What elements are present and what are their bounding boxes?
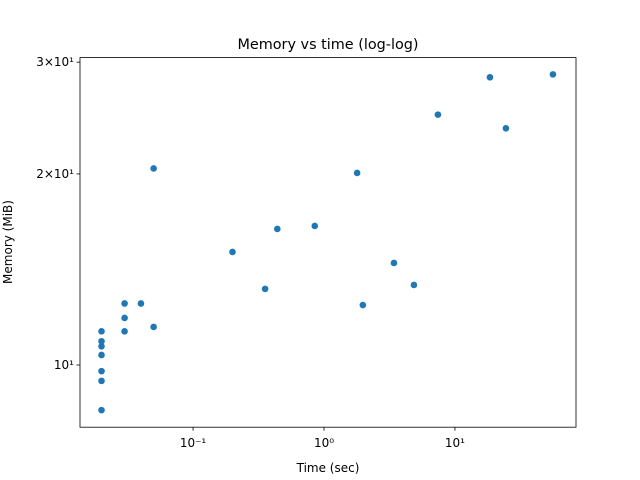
point [121,314,128,322]
point [98,328,105,335]
chart-title: Memory vs time (log-log) [237,37,418,53]
point [121,300,128,307]
point [359,301,367,309]
plot-area [98,71,557,414]
point [150,323,157,331]
point [502,125,510,132]
point [98,337,105,345]
x-tick-label: 10¹ [445,436,465,450]
x-tick-label: 10⁰ [314,436,334,450]
point [390,259,398,267]
point [98,406,105,414]
point [274,225,281,233]
point [98,351,105,359]
point [229,248,236,256]
x-tick-label: 10⁻¹ [180,436,207,450]
x-axis-label: Time (sec) [296,461,360,475]
axes-frame [79,57,577,428]
y-tick-label: 10¹ [54,358,74,372]
point [98,377,105,385]
y-axis-label: Memory (MiB) [1,200,15,284]
point [549,71,557,78]
y-tick-label: 3×10¹ [36,55,74,69]
point [121,328,128,335]
y-tick-label: 2×10¹ [36,167,74,181]
point [486,73,494,81]
point [137,300,145,307]
point [311,222,319,230]
point [434,111,442,118]
point [98,343,105,350]
point [353,169,361,177]
point [261,285,269,293]
point [150,165,157,172]
point [410,281,418,289]
point [98,367,105,375]
